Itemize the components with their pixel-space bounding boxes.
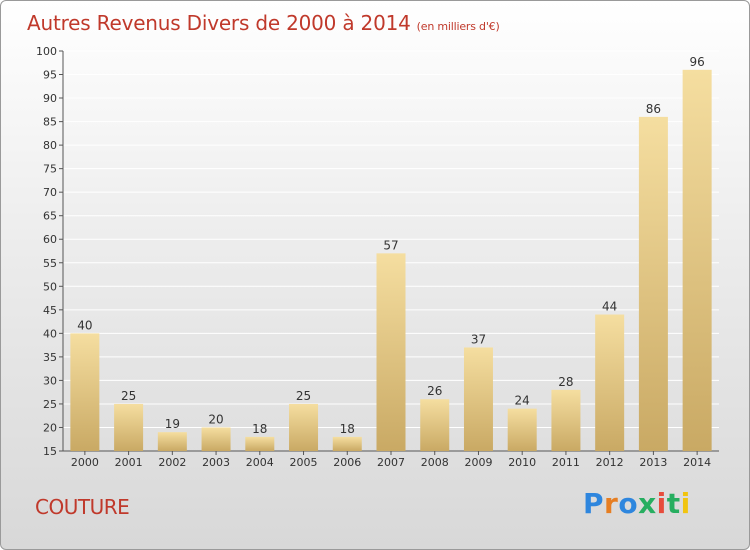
x-tick-label: 2000 <box>71 456 99 469</box>
data-label: 44 <box>602 300 617 314</box>
y-tick-label: 55 <box>43 257 57 270</box>
logo-letter: r <box>604 487 619 520</box>
y-tick-label: 95 <box>43 69 57 82</box>
logo-letter: x <box>638 487 657 520</box>
y-tick-label: 40 <box>43 327 57 340</box>
data-label: 18 <box>340 422 355 436</box>
data-label: 20 <box>208 412 223 426</box>
x-tick-label: 2014 <box>683 456 711 469</box>
data-label: 57 <box>383 238 398 252</box>
data-label: 26 <box>427 384 442 398</box>
x-tick-label: 2013 <box>639 456 667 469</box>
y-tick-label: 75 <box>43 163 57 176</box>
y-tick-label: 25 <box>43 398 57 411</box>
x-tick-label: 2008 <box>421 456 449 469</box>
y-tick-label: 100 <box>36 45 57 58</box>
x-tick-label: 2003 <box>202 456 230 469</box>
bar <box>463 347 493 451</box>
y-tick-label: 90 <box>43 92 57 105</box>
data-label: 18 <box>252 422 267 436</box>
y-tick-label: 80 <box>43 139 57 152</box>
x-tick-label: 2002 <box>158 456 186 469</box>
x-tick-label: 2005 <box>290 456 318 469</box>
bar <box>682 69 712 451</box>
bar <box>332 436 362 451</box>
chart-title-text: Autres Revenus Divers de 2000 à 2014 <box>27 11 411 35</box>
chart-unit: (en milliers d'€) <box>416 20 500 33</box>
data-label: 25 <box>121 389 136 403</box>
y-tick-label: 50 <box>43 280 57 293</box>
x-tick-label: 2004 <box>246 456 274 469</box>
x-tick-label: 2001 <box>115 456 143 469</box>
bar <box>551 389 581 451</box>
x-tick-label: 2009 <box>464 456 492 469</box>
proxiti-logo: Proxiti <box>583 487 691 520</box>
bar <box>289 403 319 451</box>
bar <box>70 333 100 451</box>
y-tick-label: 20 <box>43 421 57 434</box>
bar <box>245 436 275 451</box>
y-tick-label: 65 <box>43 210 57 223</box>
y-tick-label: 60 <box>43 233 57 246</box>
bar <box>114 403 144 451</box>
data-label: 96 <box>689 55 704 69</box>
y-tick-label: 35 <box>43 351 57 364</box>
chart-title: Autres Revenus Divers de 2000 à 2014 (en … <box>27 11 500 35</box>
logo-letter: i <box>680 487 691 520</box>
y-tick-label: 30 <box>43 374 57 387</box>
bar <box>201 427 231 451</box>
data-label: 28 <box>558 375 573 389</box>
bar <box>507 408 537 451</box>
y-tick-label: 70 <box>43 186 57 199</box>
data-label: 40 <box>77 318 92 332</box>
bar <box>420 399 450 451</box>
y-tick-label: 85 <box>43 116 57 129</box>
y-tick-label: 45 <box>43 304 57 317</box>
logo-letter: t <box>666 487 681 520</box>
data-label: 24 <box>515 394 530 408</box>
x-tick-label: 2012 <box>596 456 624 469</box>
data-label: 86 <box>646 102 661 116</box>
x-tick-label: 2006 <box>333 456 361 469</box>
bar <box>595 314 625 451</box>
logo-letter: o <box>618 487 639 520</box>
bar <box>157 432 187 451</box>
bar <box>638 116 668 451</box>
commune-name: COUTURE <box>35 495 130 519</box>
data-label: 19 <box>165 417 180 431</box>
logo-letter: i <box>656 487 667 520</box>
bar <box>376 253 406 451</box>
x-tick-label: 2010 <box>508 456 536 469</box>
data-label: 37 <box>471 332 486 346</box>
data-label: 25 <box>296 389 311 403</box>
x-tick-label: 2011 <box>552 456 580 469</box>
y-tick-label: 15 <box>43 445 57 458</box>
x-tick-label: 2007 <box>377 456 405 469</box>
logo-letter: P <box>583 487 605 520</box>
